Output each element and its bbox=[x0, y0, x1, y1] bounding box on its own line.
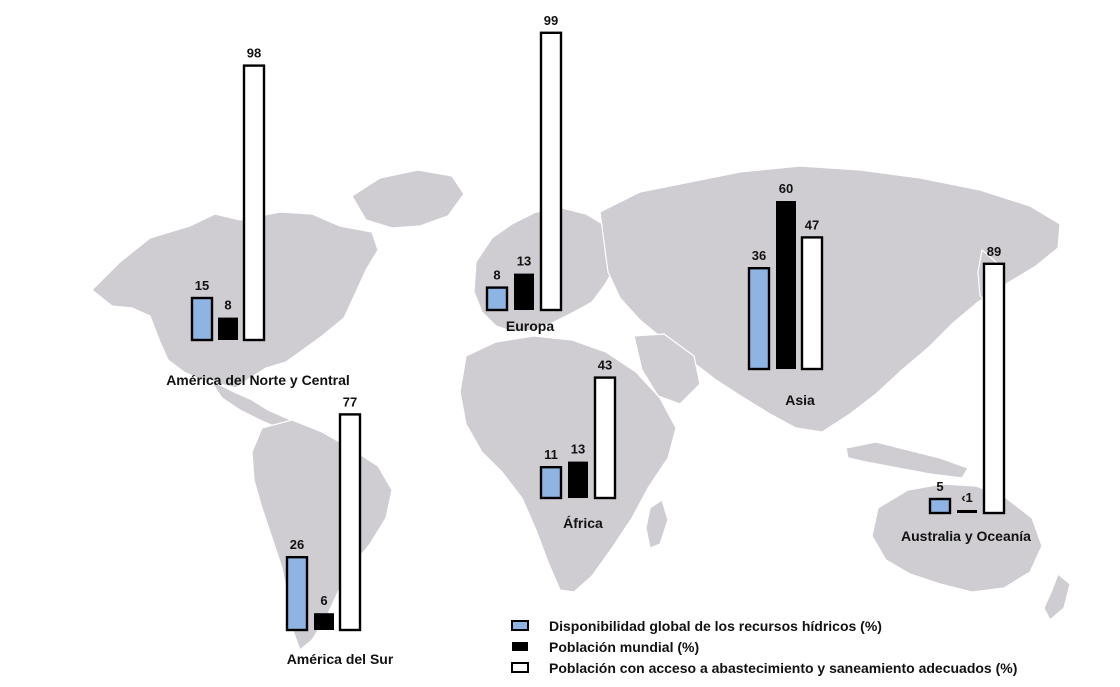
value-label-asia-series-2: 60 bbox=[779, 181, 793, 196]
arabia-landmass bbox=[633, 333, 701, 405]
bar-america-del-sur-series-1 bbox=[285, 556, 309, 632]
bar-asia-series-1 bbox=[747, 267, 771, 371]
legend-label-series-3: Población con acceso a abastecimiento y … bbox=[549, 660, 1017, 676]
value-label-africa-series-1: 11 bbox=[544, 447, 558, 462]
legend-label-series-2: Población mundial (%) bbox=[549, 639, 699, 655]
legend-label-series-1: Disponibilidad global de los recursos hí… bbox=[549, 618, 882, 634]
bar-america-del-norte-y-central-series-1 bbox=[190, 296, 214, 342]
value-label-australia-y-oceania-series-1: 5 bbox=[936, 479, 943, 494]
bar-america-del-norte-y-central-series-2 bbox=[218, 317, 238, 340]
value-label-europa-series-1: 8 bbox=[493, 268, 500, 283]
north-america-landmass bbox=[91, 211, 379, 389]
bar-asia-series-2 bbox=[776, 201, 796, 369]
region-label-america-del-sur: América del Sur bbox=[287, 651, 394, 667]
value-label-africa-series-2: 13 bbox=[571, 442, 585, 457]
madagascar-landmass bbox=[645, 499, 669, 549]
bar-america-del-sur-series-3 bbox=[338, 413, 362, 632]
value-label-america-del-norte-y-central-series-1: 15 bbox=[195, 278, 209, 293]
value-label-asia-series-3: 47 bbox=[805, 217, 819, 232]
value-label-america-del-norte-y-central-series-2: 8 bbox=[224, 298, 231, 313]
bars-layer bbox=[190, 31, 1006, 632]
greenland-landmass bbox=[351, 169, 465, 229]
bar-europa-series-2 bbox=[514, 273, 534, 310]
value-label-america-del-sur-series-2: 6 bbox=[320, 593, 327, 608]
bar-australia-y-oceania-series-1 bbox=[928, 497, 952, 515]
legend: Disponibilidad global de los recursos hí… bbox=[511, 618, 1017, 676]
value-label-australia-y-oceania-series-2: ‹1 bbox=[961, 490, 973, 505]
new-zealand-landmass bbox=[1043, 572, 1071, 621]
legend-swatch-series-1 bbox=[511, 620, 529, 631]
bar-europa-series-3 bbox=[539, 31, 563, 312]
bar-asia-series-3 bbox=[800, 236, 824, 371]
bar-africa-series-2 bbox=[568, 461, 588, 498]
bar-africa-series-1 bbox=[539, 466, 563, 500]
bar-america-del-norte-y-central-series-3 bbox=[242, 64, 266, 342]
region-label-america-del-norte-y-central: América del Norte y Central bbox=[166, 372, 350, 388]
bar-europa-series-1 bbox=[485, 286, 509, 312]
region-label-asia: Asia bbox=[785, 392, 815, 408]
value-label-america-del-sur-series-3: 77 bbox=[343, 394, 357, 409]
value-label-america-del-sur-series-1: 26 bbox=[290, 537, 304, 552]
value-label-africa-series-3: 43 bbox=[598, 358, 612, 373]
value-label-america-del-norte-y-central-series-3: 98 bbox=[247, 46, 261, 61]
world-map-background bbox=[91, 165, 1071, 652]
region-labels-layer: América del Norte y Central Europa Asia Áfr… bbox=[166, 318, 1031, 667]
bar-australia-y-oceania-series-3 bbox=[982, 262, 1006, 515]
value-label-europa-series-3: 99 bbox=[544, 13, 558, 28]
legend-swatch-series-2 bbox=[512, 642, 528, 651]
value-label-australia-y-oceania-series-3: 89 bbox=[987, 244, 1001, 259]
value-label-europa-series-2: 13 bbox=[517, 254, 531, 269]
value-labels-layer: 15 8 98 8 13 99 36 60 47 11 13 43 26 6 77 5 ‹1 89 bbox=[195, 13, 1001, 608]
legend-swatch-series-3 bbox=[511, 662, 529, 673]
bar-africa-series-3 bbox=[593, 376, 617, 500]
bar-australia-y-oceania-series-2 bbox=[957, 510, 977, 513]
region-label-africa: África bbox=[563, 515, 603, 531]
region-label-europa: Europa bbox=[506, 318, 554, 334]
value-label-asia-series-1: 36 bbox=[752, 248, 766, 263]
bar-america-del-sur-series-2 bbox=[314, 613, 334, 630]
region-label-australia-y-oceania: Australia y Oceanía bbox=[901, 528, 1031, 544]
indonesia-landmass bbox=[845, 441, 969, 479]
